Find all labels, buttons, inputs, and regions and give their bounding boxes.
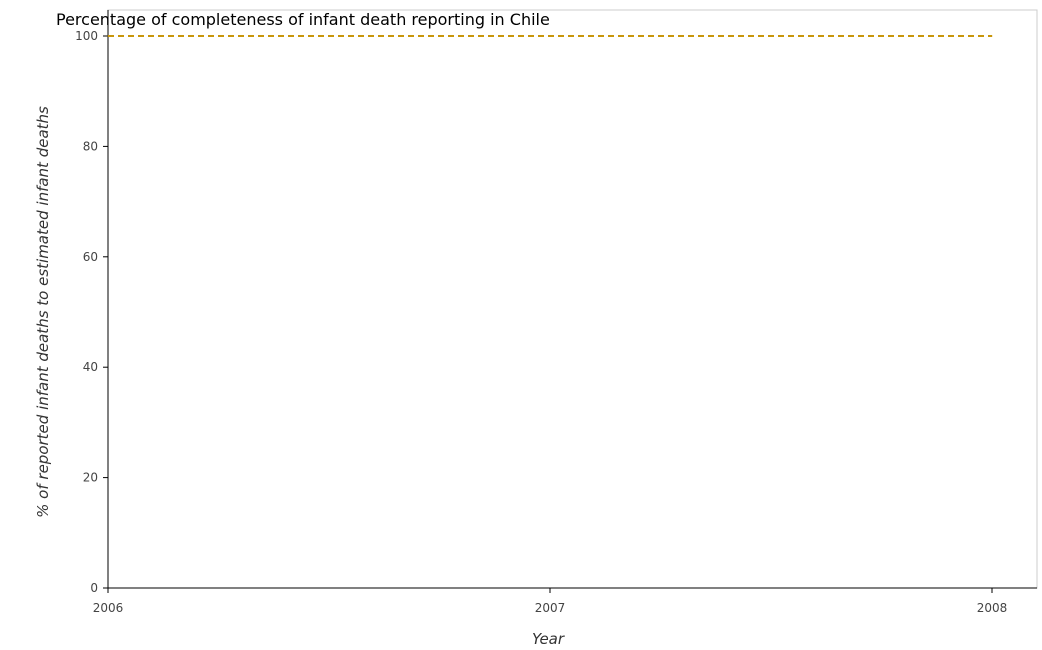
data-point [991, 35, 993, 37]
y-axis-label: % of reported infant deaths to estimated… [34, 106, 52, 518]
y-axis: 0 20 40 60 80 100 [75, 29, 108, 595]
data-point [107, 35, 109, 37]
chart-title: Percentage of completeness of infant dea… [56, 10, 550, 29]
y-tick-label: 80 [83, 139, 98, 153]
y-tick-label: 20 [83, 471, 98, 485]
series-layer [107, 35, 993, 37]
x-axis-label: Year [532, 630, 565, 648]
y-tick-label: 100 [75, 29, 98, 43]
y-tick-label: 0 [90, 581, 98, 595]
data-point [549, 35, 551, 37]
x-axis: 2006 2007 2008 [93, 588, 1008, 615]
plot-border [107, 9, 1038, 589]
x-tick-label: 2007 [535, 601, 566, 615]
y-tick-label: 40 [83, 360, 98, 374]
x-tick-label: 2006 [93, 601, 124, 615]
x-tick-label: 2008 [977, 601, 1008, 615]
plot-frame [107, 9, 1038, 589]
y-tick-label: 60 [83, 250, 98, 264]
